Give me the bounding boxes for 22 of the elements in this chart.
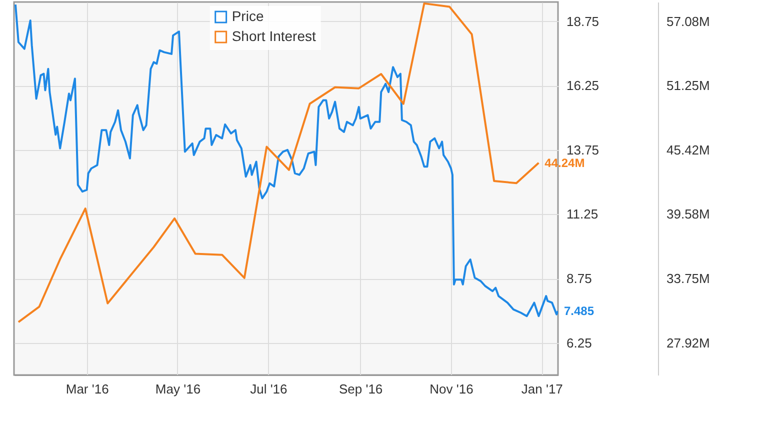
y-tick-label: 6.25 <box>566 335 592 350</box>
y2-tick-label: 51.25M <box>666 78 710 94</box>
x-tick-label: Mar '16 <box>66 382 109 396</box>
y-tick-label: 8.75 <box>566 271 592 286</box>
y-tick-label: 16.25 <box>566 78 600 94</box>
legend-label: Price <box>232 8 264 24</box>
y2-tick-label: 27.92M <box>666 335 710 350</box>
y2-tick-label: 57.08M <box>666 14 710 29</box>
y2-tick-label: 33.75M <box>666 271 710 286</box>
y-tick-label: 13.75 <box>566 142 600 158</box>
legend-label: Short Interest <box>232 28 316 44</box>
x-tick-label: Nov '16 <box>430 382 474 396</box>
x-tick-label: Jan '17 <box>521 382 563 396</box>
y-tick-label: 11.25 <box>566 206 598 222</box>
data-label: 7.485 <box>564 304 594 318</box>
x-tick-label: Jul '16 <box>250 382 288 396</box>
y2-tick-label: 39.58M <box>666 206 710 222</box>
y-tick-label: 18.75 <box>566 14 600 29</box>
y2-tick-label: 45.42M <box>666 142 710 158</box>
x-tick-label: May '16 <box>155 382 201 396</box>
x-tick-label: Sep '16 <box>338 382 383 396</box>
data-label: 44.24M <box>544 156 585 170</box>
